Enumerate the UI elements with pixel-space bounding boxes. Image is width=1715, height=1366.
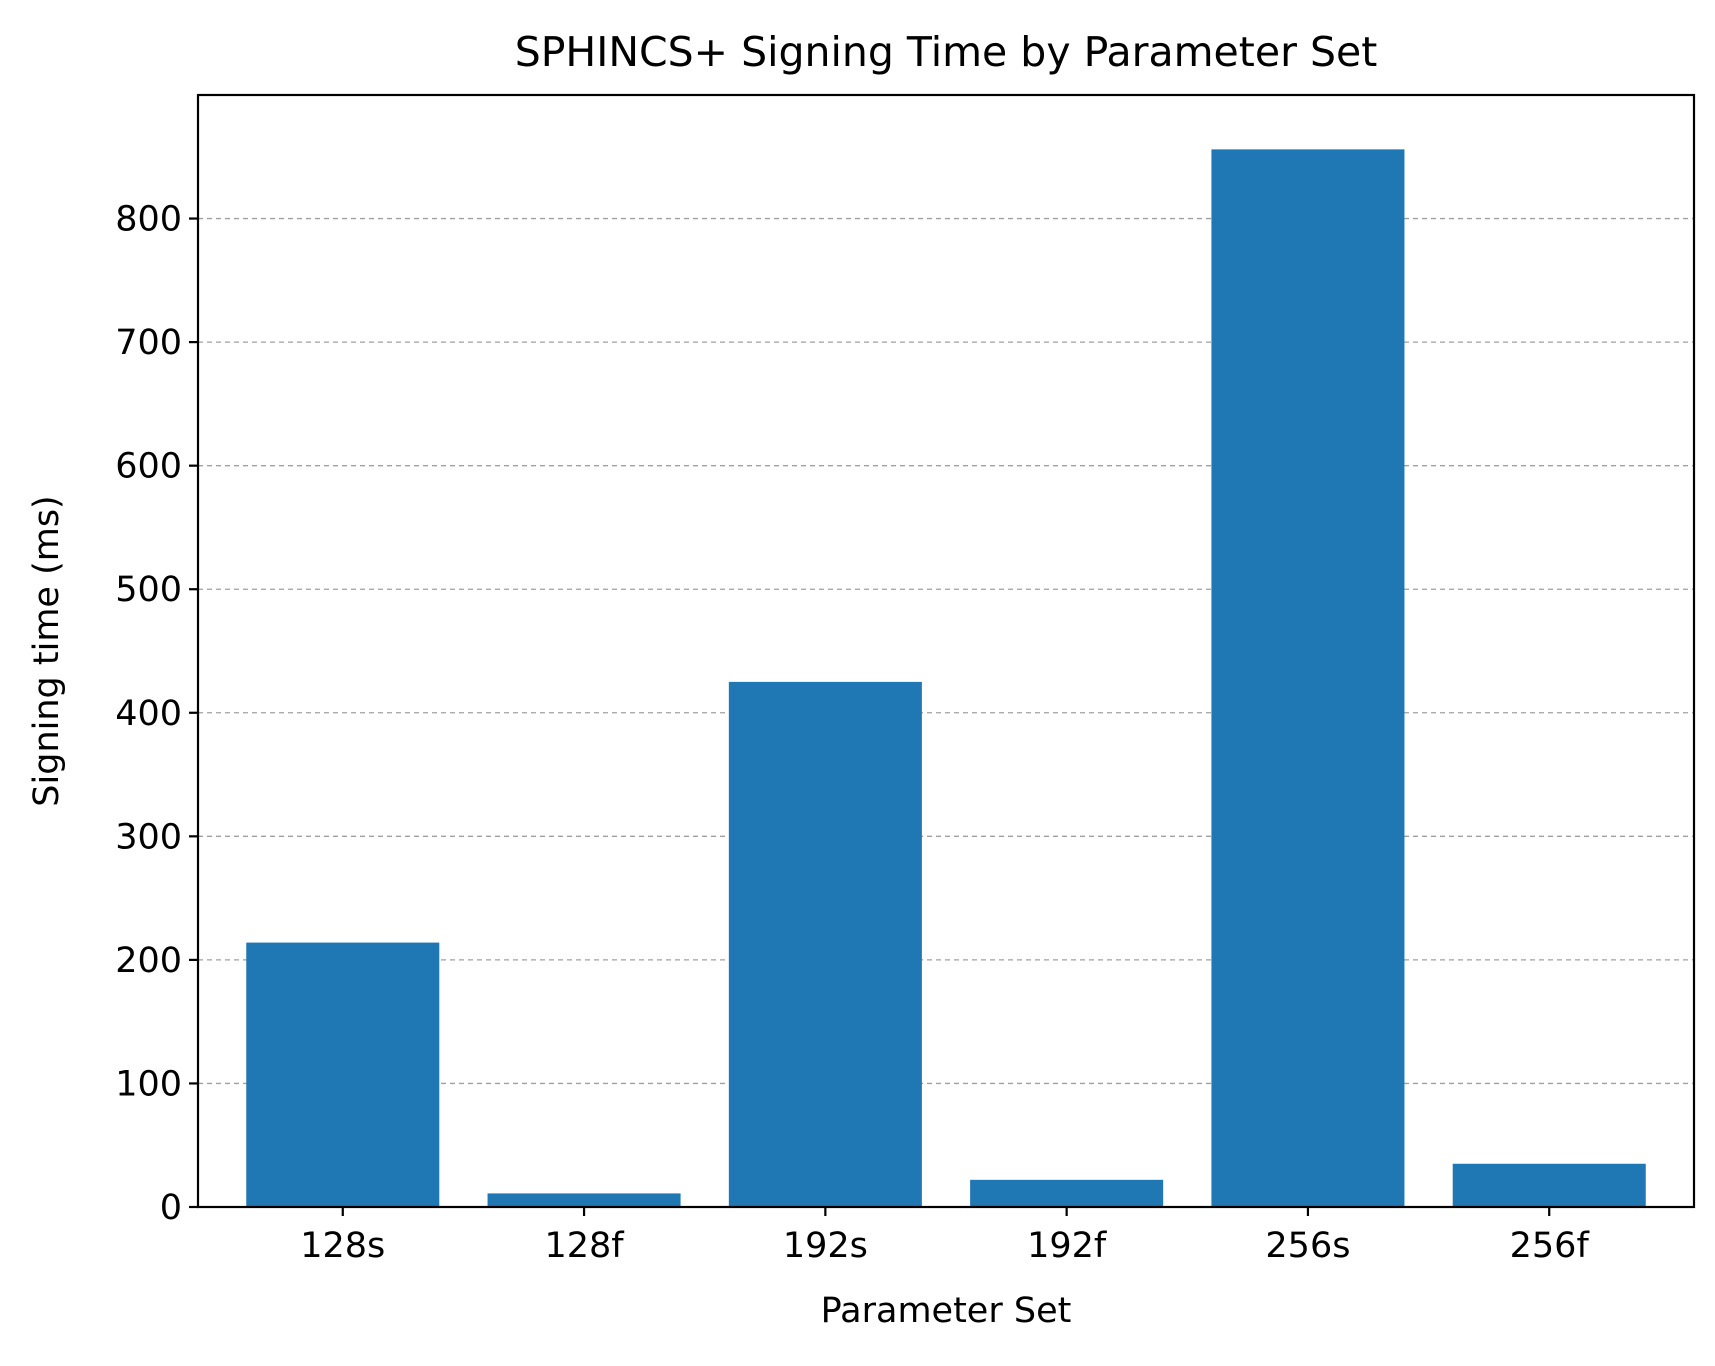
- x-tick-label: 192f: [1027, 1226, 1107, 1266]
- y-tick-label: 800: [115, 200, 182, 240]
- y-tick-label: 0: [160, 1188, 182, 1228]
- bar-256f: [1452, 1163, 1646, 1207]
- y-tick-label: 100: [115, 1064, 182, 1104]
- y-tick-label: 600: [115, 447, 182, 487]
- x-tick-label: 256s: [1265, 1226, 1350, 1266]
- x-tick-label: 192s: [783, 1226, 868, 1266]
- y-tick-label: 200: [115, 941, 182, 981]
- x-tick-label: 128f: [544, 1226, 624, 1266]
- x-axis-ticks: 128s 128f 192s 192f 256s 256f: [300, 1207, 1589, 1266]
- bars: [246, 149, 1646, 1207]
- plot-frame: [196, 93, 1696, 1209]
- gridlines: [198, 217, 1694, 1085]
- bar-128f: [487, 1193, 681, 1207]
- bar-192s: [728, 681, 922, 1207]
- y-tick-label: 300: [115, 817, 182, 857]
- x-tick-label: 256f: [1510, 1226, 1590, 1266]
- y-tick-label: 400: [115, 694, 182, 734]
- y-tick-label: 500: [115, 570, 182, 610]
- y-axis-ticks: 0 100 200 300 400 500 600 700 800: [115, 200, 198, 1228]
- bar-128s: [246, 942, 440, 1207]
- bar-192f: [970, 1179, 1164, 1207]
- y-axis-label: Signing time (ms): [27, 495, 67, 806]
- x-axis-label: Parameter Set: [821, 1291, 1072, 1331]
- chart-title: SPHINCS+ Signing Time by Parameter Set: [515, 28, 1378, 76]
- y-tick-label: 700: [115, 323, 182, 363]
- bar-256s: [1211, 149, 1405, 1207]
- x-tick-label: 128s: [300, 1226, 385, 1266]
